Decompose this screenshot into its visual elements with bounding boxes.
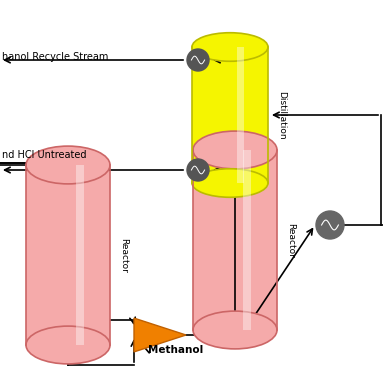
- Ellipse shape: [26, 146, 110, 184]
- Ellipse shape: [192, 169, 268, 197]
- Polygon shape: [242, 150, 251, 330]
- Polygon shape: [193, 150, 277, 330]
- Circle shape: [316, 211, 344, 239]
- Text: Reactor: Reactor: [286, 223, 296, 257]
- Ellipse shape: [193, 311, 277, 349]
- Circle shape: [187, 159, 209, 181]
- Polygon shape: [192, 47, 268, 183]
- Circle shape: [187, 49, 209, 71]
- Ellipse shape: [192, 33, 268, 61]
- Text: Reactor: Reactor: [119, 237, 129, 272]
- Polygon shape: [26, 165, 110, 345]
- Polygon shape: [134, 318, 186, 352]
- Ellipse shape: [193, 131, 277, 169]
- Text: nd HCl Untreated: nd HCl Untreated: [2, 150, 87, 160]
- Text: Methanol: Methanol: [148, 345, 203, 355]
- Text: hanol Recycle Stream: hanol Recycle Stream: [2, 52, 108, 62]
- Ellipse shape: [26, 326, 110, 364]
- Polygon shape: [75, 165, 84, 345]
- Polygon shape: [237, 47, 244, 183]
- Text: Distillation: Distillation: [278, 91, 286, 139]
